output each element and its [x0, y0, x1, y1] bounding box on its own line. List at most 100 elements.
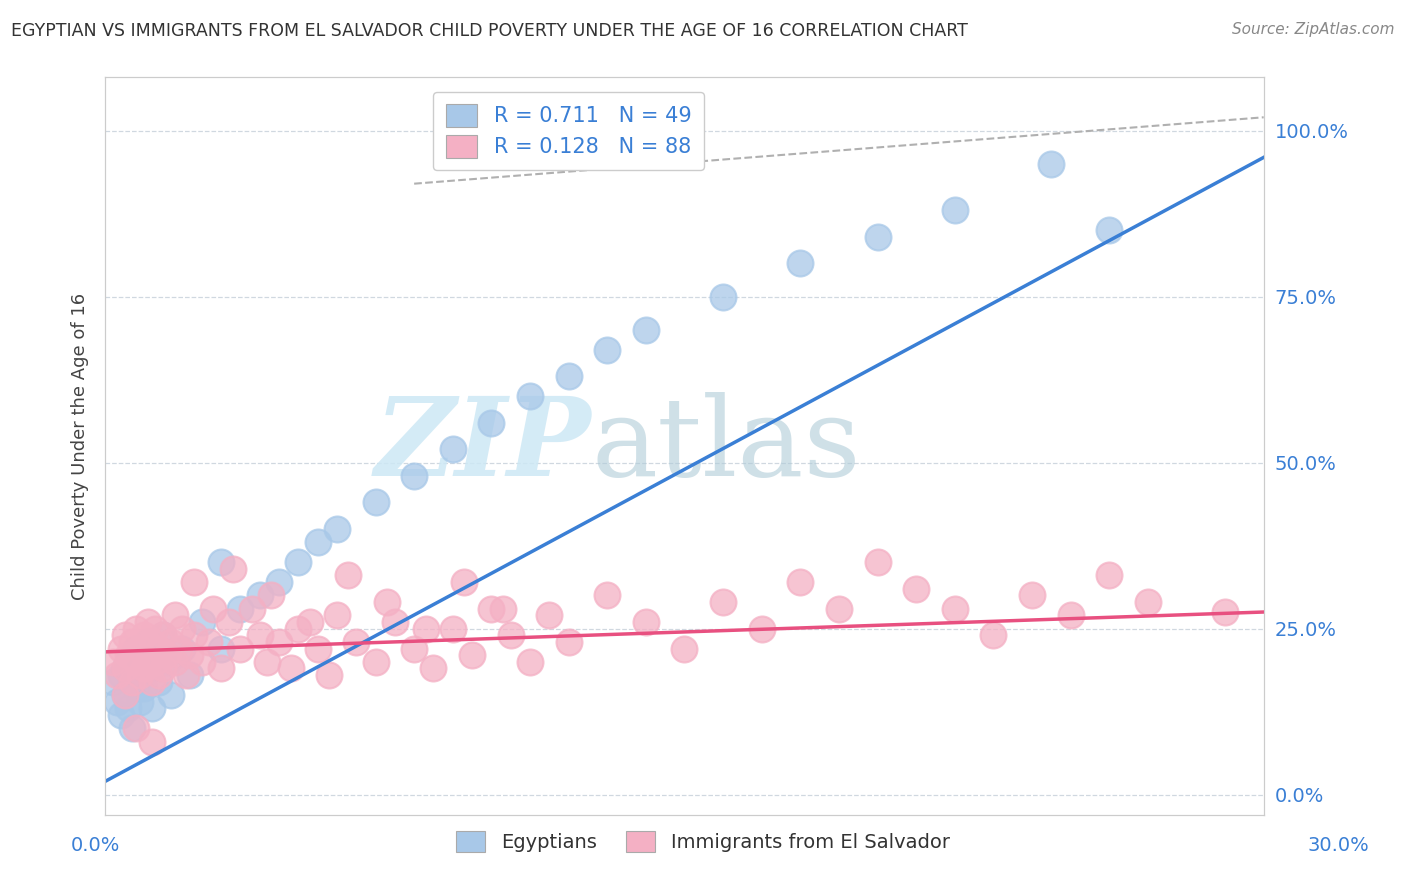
Point: [160, 635, 183, 649]
Point: [183, 575, 205, 590]
Point: [249, 628, 271, 642]
Point: [318, 668, 340, 682]
Point: [229, 641, 252, 656]
Point: [256, 655, 278, 669]
Point: [179, 648, 201, 663]
Point: [344, 635, 367, 649]
Point: [129, 641, 152, 656]
Point: [163, 608, 186, 623]
Point: [280, 661, 302, 675]
Point: [634, 615, 657, 629]
Point: [141, 661, 163, 675]
Point: [148, 674, 170, 689]
Text: atlas: atlas: [592, 392, 862, 500]
Point: [1059, 608, 1081, 623]
Point: [866, 555, 889, 569]
Point: [229, 601, 252, 615]
Point: [129, 695, 152, 709]
Point: [129, 668, 152, 682]
Point: [384, 615, 406, 629]
Point: [983, 628, 1005, 642]
Point: [673, 641, 696, 656]
Point: [441, 442, 464, 457]
Point: [145, 622, 167, 636]
Point: [1136, 595, 1159, 609]
Point: [422, 661, 444, 675]
Point: [132, 655, 155, 669]
Point: [267, 635, 290, 649]
Point: [145, 648, 167, 663]
Point: [152, 628, 174, 642]
Point: [121, 674, 143, 689]
Point: [375, 595, 398, 609]
Point: [105, 695, 128, 709]
Point: [172, 622, 194, 636]
Point: [461, 648, 484, 663]
Point: [453, 575, 475, 590]
Point: [337, 568, 360, 582]
Point: [114, 688, 136, 702]
Point: [943, 203, 966, 218]
Text: 0.0%: 0.0%: [70, 836, 121, 855]
Text: EGYPTIAN VS IMMIGRANTS FROM EL SALVADOR CHILD POVERTY UNDER THE AGE OF 16 CORREL: EGYPTIAN VS IMMIGRANTS FROM EL SALVADOR …: [11, 22, 969, 40]
Point: [114, 661, 136, 675]
Point: [148, 641, 170, 656]
Point: [190, 615, 212, 629]
Point: [160, 688, 183, 702]
Point: [110, 708, 132, 723]
Point: [190, 655, 212, 669]
Point: [267, 575, 290, 590]
Point: [172, 641, 194, 656]
Point: [141, 635, 163, 649]
Point: [249, 589, 271, 603]
Legend: Egyptians, Immigrants from El Salvador: Egyptians, Immigrants from El Salvador: [449, 823, 957, 860]
Point: [557, 635, 579, 649]
Point: [125, 681, 148, 696]
Point: [326, 522, 349, 536]
Point: [221, 562, 243, 576]
Point: [751, 622, 773, 636]
Point: [156, 648, 179, 663]
Point: [125, 622, 148, 636]
Point: [148, 668, 170, 682]
Point: [711, 595, 734, 609]
Point: [156, 655, 179, 669]
Point: [198, 635, 221, 649]
Point: [634, 323, 657, 337]
Point: [519, 389, 541, 403]
Point: [117, 655, 139, 669]
Point: [441, 622, 464, 636]
Point: [183, 628, 205, 642]
Point: [110, 668, 132, 682]
Legend: R = 0.711   N = 49, R = 0.128   N = 88: R = 0.711 N = 49, R = 0.128 N = 88: [433, 92, 704, 170]
Point: [218, 615, 240, 629]
Point: [132, 661, 155, 675]
Point: [132, 628, 155, 642]
Point: [145, 655, 167, 669]
Point: [152, 661, 174, 675]
Point: [176, 668, 198, 682]
Point: [1213, 605, 1236, 619]
Point: [202, 601, 225, 615]
Point: [110, 641, 132, 656]
Point: [866, 229, 889, 244]
Point: [307, 535, 329, 549]
Point: [479, 416, 502, 430]
Y-axis label: Child Poverty Under the Age of 16: Child Poverty Under the Age of 16: [72, 293, 89, 599]
Point: [828, 601, 851, 615]
Point: [557, 369, 579, 384]
Point: [114, 688, 136, 702]
Point: [209, 641, 232, 656]
Text: Source: ZipAtlas.com: Source: ZipAtlas.com: [1232, 22, 1395, 37]
Point: [209, 555, 232, 569]
Point: [298, 615, 321, 629]
Point: [479, 601, 502, 615]
Point: [209, 661, 232, 675]
Point: [943, 601, 966, 615]
Point: [364, 495, 387, 509]
Point: [101, 674, 124, 689]
Point: [1021, 589, 1043, 603]
Point: [538, 608, 561, 623]
Point: [125, 655, 148, 669]
Point: [132, 681, 155, 696]
